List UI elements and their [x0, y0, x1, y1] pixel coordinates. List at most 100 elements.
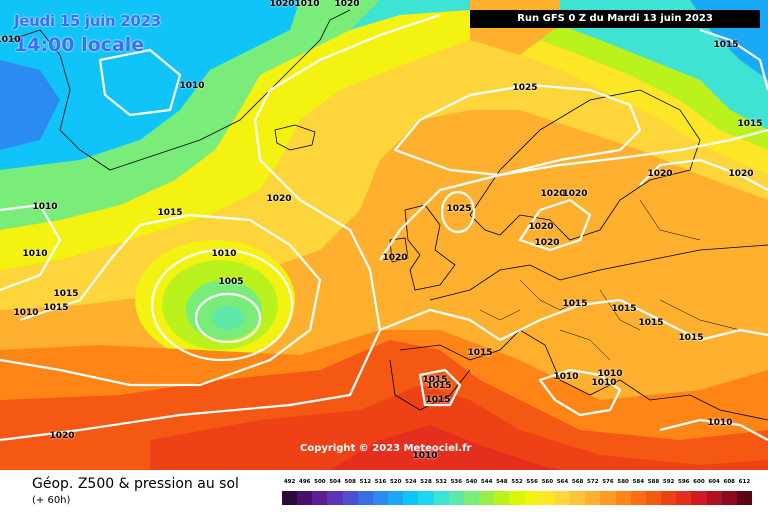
isobar-1025-small: [440, 190, 476, 234]
legend-swatch: [645, 491, 662, 505]
legend-value: 544: [480, 479, 493, 485]
warm-zone-deepred: [150, 385, 768, 470]
legend-swatch: [463, 491, 480, 505]
legend-swatch: [721, 491, 738, 505]
legend-value: 552: [511, 479, 523, 485]
legend-swatch: [372, 491, 389, 505]
cold-zone-lightblue: [0, 0, 300, 170]
isobar-label: 1025: [446, 204, 472, 214]
isobar-label: 1010: [412, 451, 438, 461]
legend-value: 500: [314, 479, 326, 485]
model-run-banner: Run GFS 0 Z du Mardi 13 juin 2023: [470, 10, 760, 28]
isobar-label: 1020: [334, 0, 360, 9]
legend-value: 508: [344, 479, 356, 485]
copyright-notice: Copyright © 2023 Meteociel.fr: [300, 443, 472, 454]
legend-swatch: [433, 491, 450, 505]
isobar-label: 1015: [422, 375, 448, 385]
color-scale-bar: [282, 491, 753, 505]
isobar-label: 1015: [713, 40, 739, 50]
isobar-label: 1010: [597, 369, 623, 379]
legend-value: 604: [708, 479, 720, 485]
isobar-label: 1010: [553, 372, 579, 382]
isobar-label: 1025: [512, 83, 538, 93]
forecast-date: Jeudi 15 juin 2023: [14, 12, 161, 30]
ireland-coast: [389, 237, 409, 263]
legend-value: 556: [526, 479, 538, 485]
legend-value: 588: [647, 479, 660, 485]
isobar-1015-low: [0, 213, 322, 387]
legend-value: 600: [693, 479, 705, 485]
legend-swatch: [342, 491, 359, 505]
legend-value: 584: [632, 479, 645, 485]
legend-value: 512: [359, 479, 372, 485]
isobar-label: 1015: [53, 289, 79, 299]
isobar-label: 1020: [728, 169, 754, 179]
isobar-label: 1015: [611, 304, 637, 314]
low-pressure-core: [212, 306, 244, 330]
legend-swatch: [327, 491, 344, 505]
legend-swatch: [479, 491, 495, 505]
isobar-label: 1010: [22, 249, 48, 259]
isobar-label: 1010: [32, 202, 58, 212]
legend-swatch: [585, 491, 601, 505]
legend-value: 592: [662, 479, 675, 485]
isobar-lines: [0, 13, 768, 442]
legend-swatch: [570, 491, 586, 505]
isobar-label: 1010: [0, 35, 21, 45]
legend-swatch: [448, 491, 465, 505]
legend-swatch: [706, 491, 723, 505]
color-scale-labels: 492 496 500 504 508 512 516 520 524 528 532 536 540 5…: [282, 479, 752, 489]
legend-swatch: [403, 491, 419, 505]
legend-swatch: [524, 491, 541, 505]
isobar-label: 1020: [382, 253, 408, 263]
legend-value: 528: [420, 479, 432, 485]
europe-coast: [389, 244, 768, 421]
legend-value: 524: [405, 479, 417, 485]
legend-swatch: [554, 491, 571, 505]
green-band: [0, 0, 380, 230]
legend-value: 596: [678, 479, 690, 485]
isobar-label: 1015: [425, 395, 451, 405]
legend-value: 608: [723, 479, 735, 485]
yellow-band: [0, 10, 470, 270]
legend-value: 612: [738, 479, 751, 485]
isobar-label: 1015: [467, 348, 493, 358]
legend-swatch: [661, 491, 677, 505]
isobar-label: 1020: [562, 189, 588, 199]
legend-value: 492: [283, 479, 296, 485]
scandinavia-coast: [469, 89, 701, 241]
forecast-lead-time: (+ 60h): [32, 495, 71, 506]
legend-swatch: [418, 491, 435, 505]
isobar-label: 1010: [707, 418, 733, 428]
legend-swatch: [736, 491, 753, 505]
legend-swatch: [494, 491, 510, 505]
legend-value: 560: [541, 479, 554, 485]
legend-value: 532: [435, 479, 447, 485]
isobar-1015-iberia: [418, 368, 462, 407]
isobar-label: 1005: [218, 277, 244, 287]
legend-value: 548: [496, 479, 508, 485]
isobar-1020-russia: [639, 158, 768, 191]
warm-zone-crimson: [330, 425, 560, 470]
greenland-coast: [9, 9, 351, 171]
isobar-label: 1010: [591, 378, 617, 388]
map-title: Géop. Z500 & pression au sol: [32, 476, 239, 492]
legend-value: 536: [450, 479, 463, 485]
isobar-label: 1020: [647, 169, 673, 179]
legend-value: 504: [329, 479, 341, 485]
iceland-coast: [274, 124, 316, 151]
legend-swatch: [312, 491, 328, 505]
isobar-label: 1015: [678, 333, 704, 343]
legend-swatch: [615, 491, 632, 505]
legend-value: 520: [389, 479, 402, 485]
isobar-label: 1020: [269, 0, 295, 9]
legend-swatch: [630, 491, 647, 505]
map-footer: Géop. Z500 & pression au sol (+ 60h) 492…: [0, 470, 768, 512]
legend-value: 568: [571, 479, 584, 485]
isobar-label: 1015: [638, 318, 664, 328]
isobar-1020-atl: [0, 13, 441, 442]
isobar-label: 1015: [157, 208, 183, 218]
legend-value: 564: [556, 479, 569, 485]
legend-swatch: [676, 491, 692, 505]
isobar-1015-europe: [379, 298, 768, 342]
